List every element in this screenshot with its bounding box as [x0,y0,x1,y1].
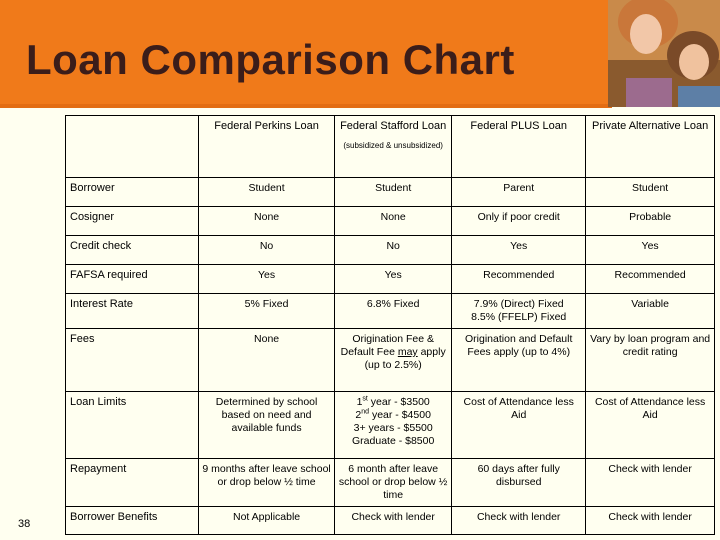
cell-plus: Check with lender [451,506,587,535]
header-stafford-label: Federal Stafford Loan [340,120,447,132]
limit-year3: 3+ years - $5500 [353,422,433,434]
table-row: Interest Rate 5% Fixed 6.8% Fixed 7.9% (… [65,293,715,329]
cell-private: Vary by loan program and credit rating [585,328,715,392]
header-plus: Federal PLUS Loan [451,115,587,178]
cell-private: Check with lender [585,506,715,535]
table-row: Cosigner None None Only if poor credit P… [65,206,715,236]
cell-private: Check with lender [585,458,715,507]
cell-perkins: 5% Fixed [197,293,336,329]
cell-perkins: No [197,235,336,265]
cell-plus: Recommended [451,264,587,294]
banner-edge [0,104,612,108]
cell-perkins: None [197,328,336,392]
stafford-fee-may: may [397,346,418,358]
header-row: Federal Perkins Loan Federal Stafford Lo… [65,115,715,178]
cell-perkins: Determined by school based on need and a… [197,391,336,459]
cell-perkins: 9 months after leave school or drop belo… [197,458,336,507]
cell-perkins: None [197,206,336,236]
header-stafford: Federal Stafford Loan (subsidized & unsu… [334,115,453,178]
table-row: FAFSA required Yes Yes Recommended Recom… [65,264,715,294]
cell-private: Variable [585,293,715,329]
limit-graduate: Graduate - $8500 [352,435,435,447]
table-row: Loan Limits Determined by school based o… [65,391,715,459]
cell-stafford: Student [334,177,453,207]
limit-year2-num: 2 [355,409,362,421]
cell-plus: 60 days after fully disbursed [451,458,587,507]
cell-plus: Only if poor credit [451,206,587,236]
row-label: Borrower Benefits [65,506,199,535]
row-label: Credit check [65,235,199,265]
cell-plus: Yes [451,235,587,265]
cell-perkins: Yes [197,264,336,294]
slide-title: Loan Comparison Chart [26,36,515,83]
limit-year1-sup: st [362,395,368,403]
limit-year1-num: 1 [356,396,363,408]
cell-stafford: No [334,235,453,265]
row-label: Loan Limits [65,391,199,459]
cell-private: Student [585,177,715,207]
table-row: Borrower Benefits Not Applicable Check w… [65,506,715,535]
row-label: Repayment [65,458,199,507]
title-banner [0,0,612,107]
cell-private: Yes [585,235,715,265]
plus-rate-direct: 7.9% (Direct) Fixed [473,298,564,310]
limit-year2-rest: year - $4500 [369,409,431,421]
header-stafford-note: (subsidized & unsubsidized) [343,141,443,150]
cell-stafford: Check with lender [334,506,453,535]
cell-perkins: Student [197,177,336,207]
cell-stafford: 6 month after leave school or drop below… [334,458,453,507]
header-private: Private Alternative Loan [585,115,715,178]
cell-stafford: Yes [334,264,453,294]
limit-year2-sup: nd [361,408,370,416]
cell-stafford: 6.8% Fixed [334,293,453,329]
table-row: Credit check No No Yes Yes [65,235,715,265]
cell-private: Recommended [585,264,715,294]
cell-stafford: 1st year - $3500 2nd year - $4500 3+ yea… [334,391,453,459]
cell-plus: 7.9% (Direct) Fixed 8.5% (FFELP) Fixed [451,293,587,329]
header-empty [65,115,199,178]
stafford-fee-text-a: Origination Fee & Default Fee [340,333,435,358]
students-photo [608,0,720,107]
cell-stafford: Origination Fee & Default Fee may apply … [334,328,453,392]
row-label: Fees [65,328,199,392]
table-row: Borrower Student Student Parent Student [65,177,715,207]
cell-perkins: Not Applicable [197,506,336,535]
cell-plus: Cost of Attendance less Aid [451,391,587,459]
plus-rate-ffelp: 8.5% (FFELP) Fixed [471,311,567,323]
row-label: FAFSA required [65,264,199,294]
limit-year1-rest: year - $3500 [367,396,430,408]
row-label: Interest Rate [65,293,199,329]
loan-comparison-table: Federal Perkins Loan Federal Stafford Lo… [65,115,715,535]
cell-private: Probable [585,206,715,236]
cell-plus: Origination and Default Fees apply (up t… [451,328,587,392]
cell-plus: Parent [451,177,587,207]
stafford-fee-text-b: apply (up to 2.5%) [364,346,446,371]
cell-private: Cost of Attendance less Aid [585,391,715,459]
slide-number: 38 [18,518,31,530]
table-row: Repayment 9 months after leave school or… [65,458,715,507]
cell-stafford: None [334,206,453,236]
table-row: Fees None Origination Fee & Default Fee … [65,328,715,392]
header-perkins: Federal Perkins Loan [197,115,336,178]
row-label: Borrower [65,177,199,207]
row-label: Cosigner [65,206,199,236]
